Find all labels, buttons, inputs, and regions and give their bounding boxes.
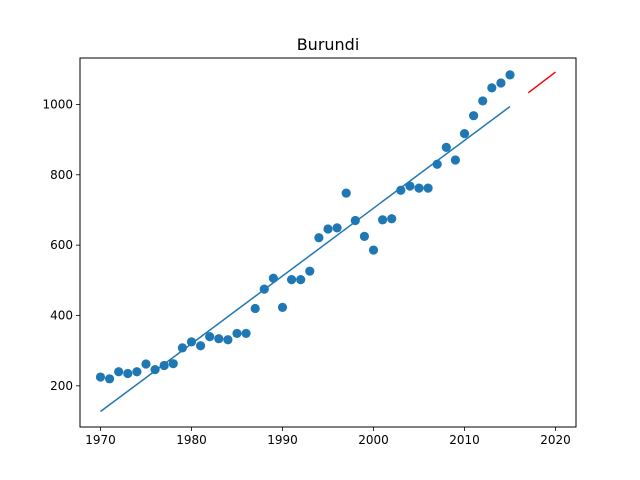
trend-line <box>100 105 511 413</box>
data-point <box>250 303 260 314</box>
data-point <box>195 341 206 351</box>
data-point <box>450 155 461 165</box>
x-tick-label: 1970 <box>85 433 116 447</box>
data-point <box>359 231 369 241</box>
data-point <box>496 78 506 88</box>
data-point <box>478 96 488 106</box>
data-point <box>241 328 251 339</box>
data-point <box>378 215 388 225</box>
x-tick-label: 1990 <box>267 433 298 447</box>
y-tick-label: 600 <box>50 238 73 252</box>
data-point <box>469 111 479 121</box>
data-point <box>287 275 297 285</box>
y-tick-label: 1000 <box>42 97 73 111</box>
data-point <box>214 334 224 344</box>
x-axis: 1970 1980 1990 2000 2010 2020 <box>85 427 571 447</box>
y-tick-label: 400 <box>50 308 73 322</box>
data-point <box>168 359 178 369</box>
data-point <box>387 214 397 224</box>
data-point <box>368 245 379 255</box>
data-point <box>487 83 497 93</box>
data-point <box>314 233 324 243</box>
data-point <box>459 129 470 139</box>
data-point <box>114 367 124 377</box>
data-point <box>296 275 306 285</box>
data-point <box>95 372 106 382</box>
data-point <box>177 343 187 353</box>
data-point <box>205 332 215 342</box>
x-tick-label: 2020 <box>540 433 571 447</box>
data-point <box>104 374 115 384</box>
data-point <box>305 266 315 276</box>
data-point <box>414 183 424 193</box>
data-point <box>505 70 515 80</box>
x-tick-label: 1980 <box>176 433 207 447</box>
data-point <box>223 335 233 345</box>
data-point <box>323 224 333 234</box>
data-point <box>405 181 415 191</box>
plot-area <box>95 70 556 413</box>
data-point <box>186 337 197 347</box>
data-point <box>232 328 242 339</box>
data-point <box>423 183 433 193</box>
data-point <box>132 367 142 377</box>
data-point <box>123 368 133 379</box>
data-point <box>277 302 288 312</box>
chart-title: Burundi <box>297 35 360 54</box>
x-tick-label: 2010 <box>449 433 480 447</box>
x-tick-label: 2000 <box>358 433 389 447</box>
data-point <box>141 359 151 369</box>
y-tick-label: 200 <box>50 379 73 393</box>
data-point <box>441 142 451 152</box>
y-axis: 200 400 600 800 1000 <box>42 97 80 393</box>
data-point <box>341 188 351 198</box>
data-point <box>268 273 278 283</box>
data-point <box>332 223 342 233</box>
plot-frame <box>79 57 577 428</box>
data-point <box>396 185 406 195</box>
forecast-line <box>527 71 556 94</box>
y-tick-label: 800 <box>50 168 73 182</box>
